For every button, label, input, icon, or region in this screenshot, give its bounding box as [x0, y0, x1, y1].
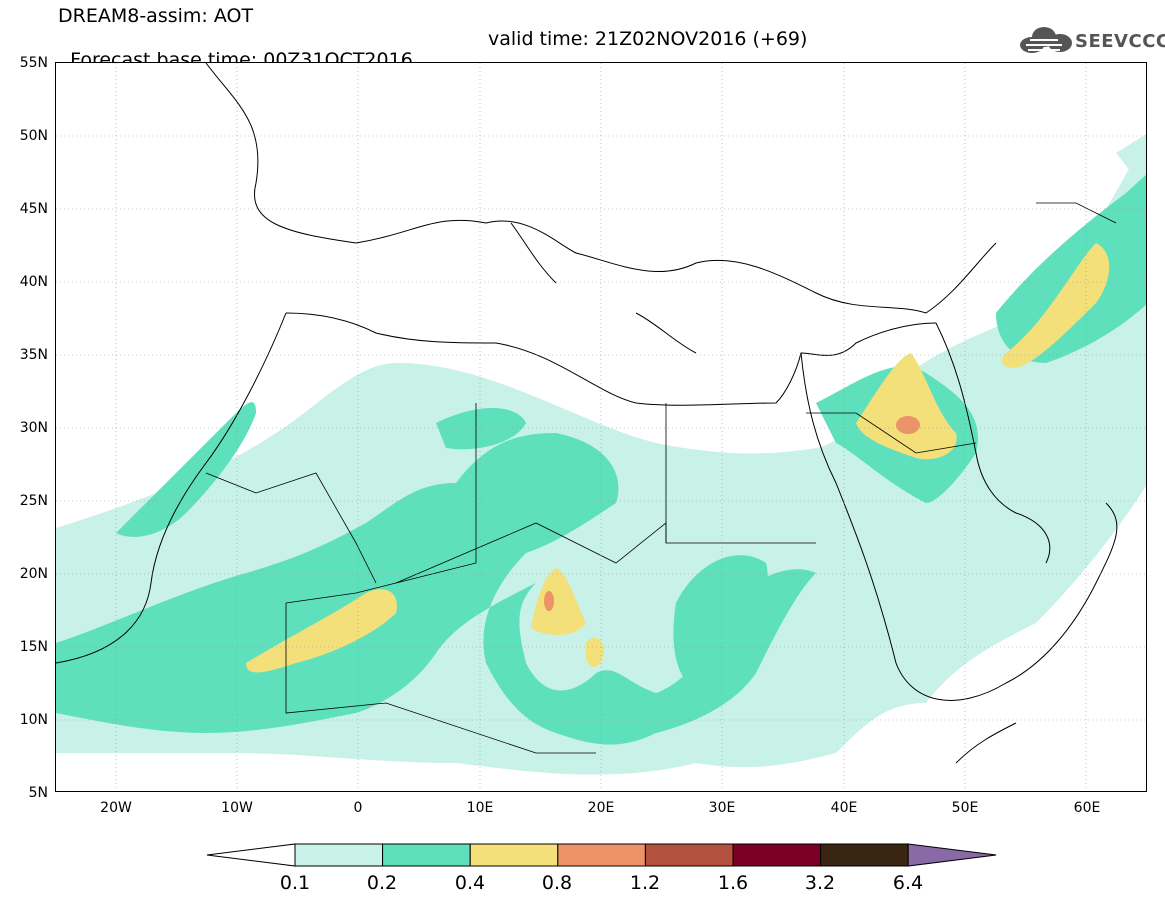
- lat-label: 15N: [19, 639, 48, 655]
- aot-map: [55, 62, 1147, 792]
- colorbar-label: 0.1: [279, 872, 311, 894]
- colorbar: [206, 843, 997, 867]
- logo-text: SEEVCCC: [1075, 31, 1165, 52]
- graticule: [56, 63, 1146, 791]
- colorbar-upper-arrow: [907, 843, 997, 867]
- lon-label: 20W: [100, 800, 132, 816]
- colorbar-segment: [294, 843, 384, 867]
- map-canvas: [56, 63, 1146, 791]
- seevccc-cloud-logo-icon: [1020, 27, 1072, 53]
- coastline-lines: [56, 63, 1118, 764]
- colorbar-label: 0.8: [541, 872, 573, 894]
- colorbar-segment: [644, 843, 734, 867]
- colorbar-label: 1.2: [629, 872, 661, 894]
- lon-label: 10E: [466, 800, 494, 816]
- lon-label: 40E: [830, 800, 858, 816]
- lat-label: 10N: [19, 712, 48, 728]
- colorbar-label: 0.2: [366, 872, 398, 894]
- colorbar-lower-arrow: [206, 843, 296, 867]
- colorbar-segment: [820, 843, 909, 867]
- lon-label: 10W: [221, 800, 253, 816]
- lon-label: 0: [353, 800, 363, 816]
- lat-label: 30N: [19, 420, 48, 436]
- lon-label: 30E: [708, 800, 736, 816]
- colorbar-label: 1.6: [717, 872, 749, 894]
- lat-label: 50N: [19, 128, 48, 144]
- aot-contour-high: [246, 243, 1110, 673]
- colorbar-label: 3.2: [804, 872, 836, 894]
- map-title: DREAM8-assim: AOT: [58, 5, 254, 27]
- lon-label: 20E: [587, 800, 615, 816]
- valid-time: valid time: 21Z02NOV2016 (+69): [488, 28, 808, 50]
- colorbar-label: 6.4: [892, 872, 924, 894]
- colorbar-segment: [382, 843, 471, 867]
- aot-contour-very-high: [544, 416, 920, 611]
- lat-label: 40N: [19, 274, 48, 290]
- lon-label: 60E: [1073, 800, 1101, 816]
- colorbar-segment: [557, 843, 646, 867]
- border-lines: [205, 202, 1117, 754]
- lat-label: 20N: [19, 566, 48, 582]
- lat-label: 55N: [19, 55, 48, 71]
- lon-label: 50E: [951, 800, 979, 816]
- colorbar-segment: [732, 843, 822, 867]
- lat-label: 25N: [19, 493, 48, 509]
- colorbar-segment: [469, 843, 559, 867]
- lat-label: 5N: [28, 785, 48, 801]
- colorbar-label: 0.4: [454, 872, 486, 894]
- lat-label: 35N: [19, 347, 48, 363]
- lat-label: 45N: [19, 201, 48, 217]
